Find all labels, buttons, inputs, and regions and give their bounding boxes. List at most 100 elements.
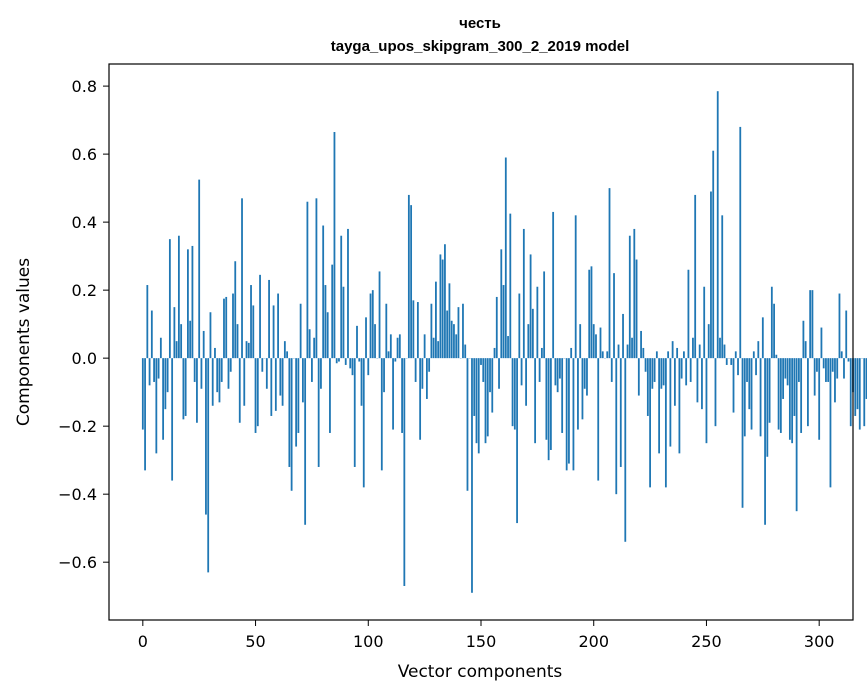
bar-196	[583, 358, 586, 389]
bar-165	[513, 358, 516, 430]
bar-155	[491, 358, 494, 413]
bar-113	[396, 337, 399, 359]
bar-213	[622, 313, 624, 359]
bar-190	[570, 347, 573, 359]
bar-114	[398, 334, 401, 359]
bar-320	[863, 358, 866, 427]
y-tick-label: 0.2	[72, 281, 97, 300]
bar-245	[694, 194, 697, 359]
bar-314	[849, 358, 852, 427]
bar-11	[166, 358, 169, 393]
bar-279	[770, 286, 773, 359]
bar-53	[261, 358, 264, 372]
bar-137	[450, 320, 453, 359]
bar-90	[344, 358, 347, 365]
bar-78	[317, 358, 320, 467]
bar-95	[356, 325, 358, 359]
x-tick-label: 250	[691, 632, 722, 651]
y-tick-label: −0.2	[58, 417, 97, 436]
bar-56	[268, 279, 270, 359]
bar-185	[559, 358, 561, 379]
bar-304	[827, 358, 830, 382]
bar-189	[568, 358, 570, 464]
bar-188	[565, 358, 568, 471]
bar-313	[847, 358, 850, 362]
bar-68	[295, 358, 298, 447]
bar-247	[698, 344, 701, 359]
bar-41	[234, 261, 237, 359]
bar-70	[299, 303, 302, 359]
bar-24	[196, 358, 198, 423]
bar-131	[437, 341, 440, 359]
bar-236	[673, 358, 676, 406]
bar-259	[725, 358, 728, 365]
bar-306	[831, 358, 834, 372]
bar-214	[624, 358, 627, 542]
y-tick-label: 0.8	[72, 77, 97, 96]
bar-153	[486, 358, 489, 437]
bar-39	[229, 358, 232, 372]
bar-248	[701, 358, 703, 410]
bar-136	[448, 283, 451, 359]
bar-13	[171, 358, 174, 481]
bar-289	[793, 358, 796, 416]
bar-290	[795, 358, 798, 512]
bar-0	[141, 358, 144, 430]
bar-110	[389, 334, 392, 359]
bar-36	[223, 298, 225, 359]
bar-58	[272, 305, 275, 359]
bar-169	[522, 228, 525, 359]
bar-74	[308, 329, 311, 359]
bar-258	[723, 344, 726, 359]
bar-241	[685, 358, 688, 386]
bar-177	[540, 347, 543, 359]
bar-10	[164, 358, 167, 410]
bar-227	[653, 358, 656, 382]
bar-230	[660, 358, 663, 389]
bar-150	[480, 358, 482, 365]
y-axis-ticks: −0.6 −0.4 −0.2 0.0 0.2 0.4 0.6 0.8	[58, 77, 109, 572]
bar-273	[757, 341, 760, 359]
bar-55	[265, 358, 268, 389]
bar-142	[462, 303, 464, 359]
bar-296	[809, 290, 812, 359]
bars-group	[141, 91, 867, 593]
bar-180	[547, 358, 550, 461]
bar-167	[518, 293, 521, 359]
bar-88	[340, 235, 343, 359]
bar-161	[504, 157, 507, 359]
bar-42	[236, 324, 239, 359]
bar-249	[703, 286, 706, 359]
bar-15	[175, 341, 178, 359]
bar-310	[840, 351, 843, 359]
bar-321	[865, 358, 867, 399]
bar-49	[252, 305, 255, 359]
bar-60	[277, 293, 279, 359]
bar-274	[759, 358, 762, 437]
bar-123	[419, 358, 422, 440]
bar-140	[457, 307, 460, 359]
bar-138	[453, 324, 455, 359]
bar-100	[367, 358, 370, 376]
bar-148	[475, 358, 478, 444]
bar-97	[360, 358, 363, 406]
bar-134	[444, 244, 446, 359]
bar-33	[216, 358, 219, 393]
bar-45	[243, 358, 246, 406]
bar-178	[543, 271, 546, 359]
bar-170	[525, 358, 527, 406]
bar-125	[423, 334, 426, 359]
bar-111	[392, 358, 394, 430]
bar-257	[721, 215, 724, 359]
bar-204	[601, 351, 604, 359]
bar-85	[333, 132, 336, 359]
bar-232	[664, 358, 667, 488]
bar-200	[592, 324, 595, 359]
bar-243	[689, 358, 692, 382]
bar-242	[687, 269, 690, 359]
bar-224	[646, 358, 649, 416]
bar-172	[529, 254, 532, 359]
x-tick-label: 50	[245, 632, 265, 651]
bar-91	[347, 228, 349, 359]
bar-250	[705, 358, 708, 444]
